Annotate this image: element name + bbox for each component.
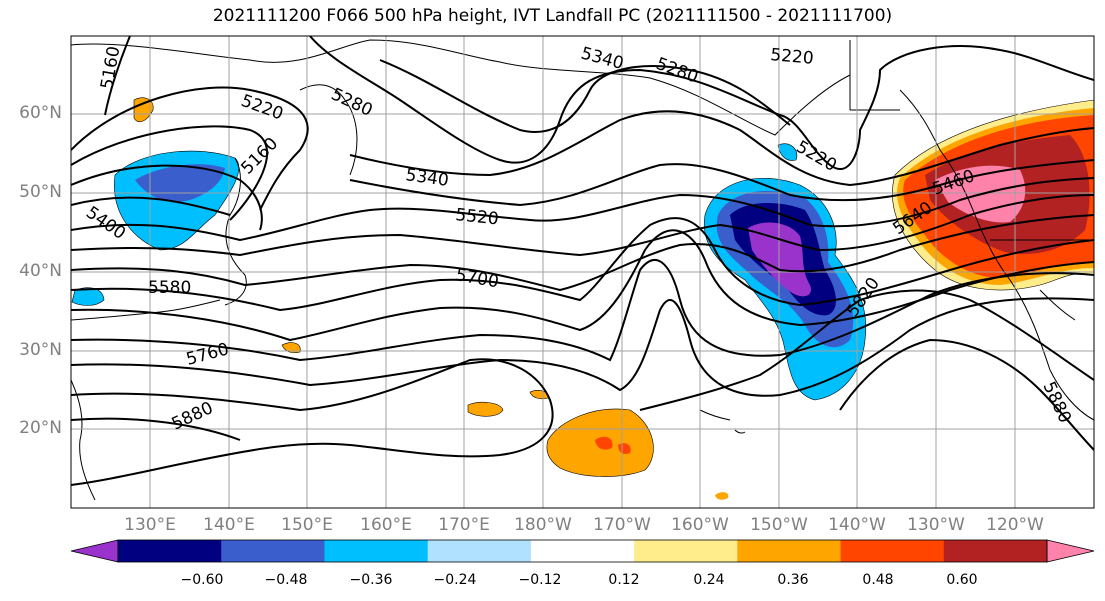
colorbar-swatch <box>427 540 532 562</box>
lat-label: 20°N <box>19 418 62 438</box>
lon-label: 130°W <box>907 515 965 535</box>
lat-label: 60°N <box>19 103 62 123</box>
colorbar-tick-label: −0.48 <box>264 572 308 588</box>
colorbar-tick-label: 0.60 <box>946 572 978 588</box>
colorbar <box>70 539 1095 563</box>
colorbar-tick-label: −0.60 <box>180 572 224 588</box>
ivt-positive-westcoast <box>892 99 1094 291</box>
colorbar-swatch <box>634 540 738 562</box>
coastlines <box>71 39 1094 501</box>
lon-label: 180°W <box>514 515 572 535</box>
lon-label: 160°W <box>671 515 729 535</box>
lat-label: 30°N <box>19 340 62 360</box>
lon-label: 160°E <box>360 515 412 535</box>
lon-label: 150°E <box>281 515 333 535</box>
lon-label: 150°W <box>750 515 808 535</box>
colorbar-tick-label: 0.24 <box>693 572 725 588</box>
colorbar-swatch <box>324 540 429 562</box>
lon-label: 140°W <box>828 515 886 535</box>
colorbar-swatch <box>118 540 222 562</box>
colorbar-tick-label: −0.12 <box>518 572 562 588</box>
height-contours <box>71 36 1094 486</box>
colorbar-tick-label: 0.36 <box>777 572 809 588</box>
lat-label: 40°N <box>19 261 62 281</box>
colorbar-swatch <box>943 540 1048 562</box>
contour-label: 5220 <box>770 45 815 69</box>
colorbar-tick-label: −0.36 <box>349 572 393 588</box>
lon-label: 120°W <box>986 515 1044 535</box>
colorbar-swatch <box>737 540 842 562</box>
map-title: 2021111200 F066 500 hPa height, IVT Land… <box>212 6 893 26</box>
lat-label: 50°N <box>19 182 62 202</box>
contour-label: 5520 <box>454 205 499 229</box>
lon-label: 130°E <box>124 515 176 535</box>
colorbar-swatch <box>221 540 325 562</box>
contour-label: 5580 <box>148 278 191 298</box>
lon-label: 170°W <box>593 515 651 535</box>
lon-label: 140°E <box>203 515 255 535</box>
colorbar-tick-label: 0.12 <box>608 572 640 588</box>
ivt-positive-pacific <box>133 97 729 500</box>
colorbar-swatch <box>840 540 945 562</box>
lon-label: 170°E <box>438 515 490 535</box>
colorbar-swatch <box>530 540 635 562</box>
colorbar-tick-label: 0.48 <box>862 572 894 588</box>
colorbar-tick-label: −0.24 <box>433 572 477 588</box>
map-frame <box>70 35 1095 509</box>
